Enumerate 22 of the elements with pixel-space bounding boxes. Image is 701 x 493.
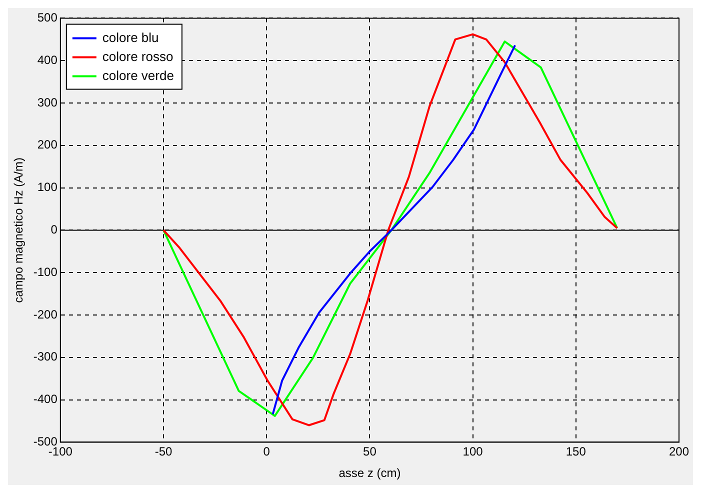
x-axis-title: asse z (cm) [338,466,401,480]
x-tick-label: 0 [263,444,270,459]
x-tick-label: 50 [363,444,377,459]
y-tick-label: 500 [37,10,58,25]
y-tick-label: 200 [37,138,58,152]
y-tick-label: -400 [33,392,58,406]
legend-label: colore rosso [102,48,174,64]
y-tick-label: -100 [33,264,58,279]
y-tick-label: 300 [37,95,58,110]
x-tick-label: -100 [48,444,73,459]
y-tick-label: 400 [37,52,58,67]
y-tick-label: 100 [37,180,58,194]
y-tick-label: 0 [50,222,58,237]
legend-label: colore blu [102,30,159,45]
y-tick-label: -300 [33,350,58,364]
x-tick-label: 150 [566,444,586,459]
y-axis-title: campo magnetico Hz (A/m) [12,158,26,303]
x-tick-label: -50 [154,444,173,459]
y-tick-label: -200 [33,307,58,322]
x-tick-label: 200 [668,444,690,459]
x-tick-label: 100 [462,444,484,459]
legend-label: colore verde [102,68,174,83]
